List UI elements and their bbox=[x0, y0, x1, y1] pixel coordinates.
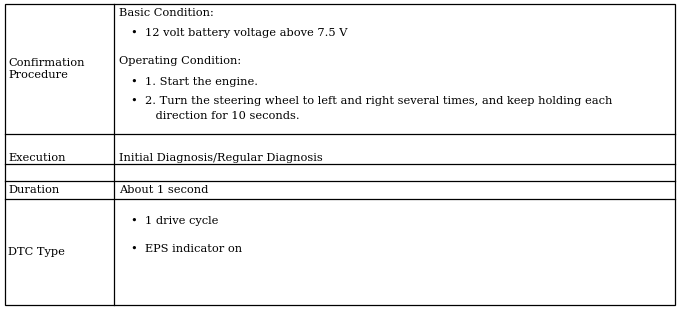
Text: •  1 drive cycle: • 1 drive cycle bbox=[131, 216, 218, 226]
Text: About 1 second: About 1 second bbox=[119, 185, 208, 195]
Text: DTC Type: DTC Type bbox=[8, 248, 65, 257]
Text: •  1. Start the engine.: • 1. Start the engine. bbox=[131, 77, 258, 87]
Text: •  12 volt battery voltage above 7.5 V: • 12 volt battery voltage above 7.5 V bbox=[131, 28, 347, 38]
Text: Confirmation
Procedure: Confirmation Procedure bbox=[8, 58, 84, 80]
Text: Initial Diagnosis/Regular Diagnosis: Initial Diagnosis/Regular Diagnosis bbox=[119, 153, 323, 163]
Text: direction for 10 seconds.: direction for 10 seconds. bbox=[141, 111, 300, 121]
Text: •  2. Turn the steering wheel to left and right several times, and keep holding : • 2. Turn the steering wheel to left and… bbox=[131, 96, 613, 106]
Text: Operating Condition:: Operating Condition: bbox=[119, 56, 241, 66]
Text: •  EPS indicator on: • EPS indicator on bbox=[131, 244, 242, 254]
Text: Execution: Execution bbox=[8, 153, 66, 163]
Text: Duration: Duration bbox=[8, 185, 59, 195]
Text: Basic Condition:: Basic Condition: bbox=[119, 8, 214, 18]
